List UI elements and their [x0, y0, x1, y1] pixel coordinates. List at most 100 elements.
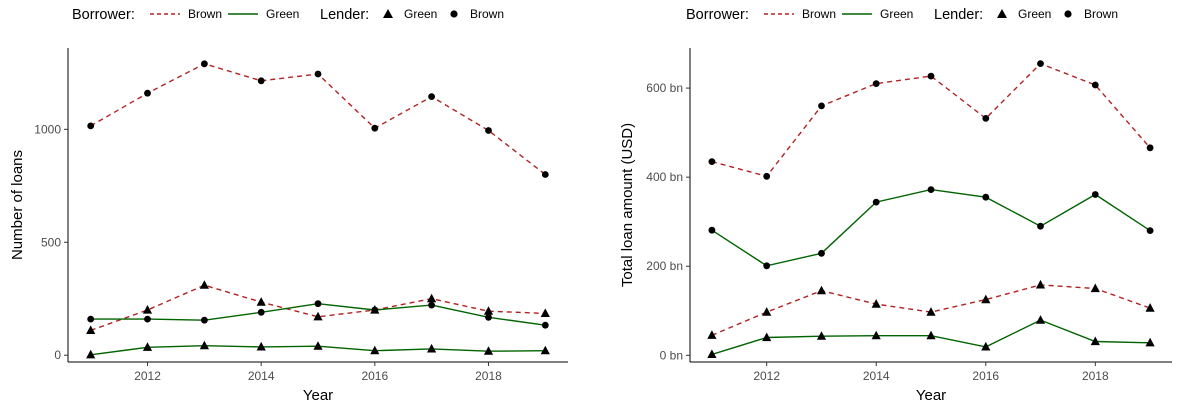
data-point-circle — [1037, 222, 1044, 230]
data-point-circle — [708, 226, 716, 234]
x-tick-label: 2016 — [972, 369, 999, 383]
data-point-triangle — [816, 285, 827, 295]
data-point-circle — [1037, 60, 1044, 67]
y-axis-title: Total loan amount (USD) — [619, 123, 636, 287]
panel-1: 0 500 1000 2012 2014 2016 2018 Year Number of lo… — [9, 48, 568, 404]
data-point-triangle — [427, 293, 437, 303]
y-tick-label: 0 — [54, 348, 61, 362]
data-point-circle — [982, 115, 990, 122]
data-point-circle — [872, 198, 880, 206]
data-point-triangle — [1145, 337, 1155, 347]
data-point-triangle — [427, 343, 437, 353]
data-point-circle — [428, 93, 435, 100]
legend-circle-icon — [450, 10, 458, 18]
data-point-triangle — [199, 340, 209, 350]
legend-borrower-title: Borrower: — [686, 7, 749, 23]
data-point-circle — [818, 249, 825, 257]
y-tick-label: 0 bn — [660, 348, 683, 362]
data-point-circle — [87, 315, 95, 323]
y-tick-label: 400 bn — [646, 170, 683, 184]
data-point-circle — [1146, 144, 1154, 152]
data-point-triangle — [1090, 283, 1100, 293]
legend-2: Borrower: Brown Green Lender: Green Brown — [686, 7, 1118, 23]
data-point-triangle — [762, 307, 772, 316]
data-point-circle — [257, 77, 265, 85]
data-point-circle — [144, 315, 151, 323]
data-point-triangle — [86, 349, 96, 359]
panel-2: 0 bn 200 bn 400 bn 600 bn 2012 2014 2016 2018 Ye… — [619, 48, 1172, 404]
legend-borrower-title: Borrower: — [72, 7, 135, 23]
data-point-circle — [541, 321, 549, 329]
data-point-triangle — [1035, 315, 1046, 324]
data-point-circle — [87, 122, 95, 130]
y-tick-label: 200 bn — [646, 259, 683, 273]
data-point-triangle — [256, 297, 266, 306]
data-point-circle — [1091, 81, 1099, 89]
data-point-circle — [144, 89, 151, 97]
data-point-triangle — [86, 325, 96, 334]
data-point-circle — [927, 72, 935, 80]
series-line-brown-borrower-brown-lender — [90, 63, 546, 176]
data-point-triangle — [1090, 336, 1100, 346]
data-point-triangle — [483, 306, 494, 315]
data-point-circle — [708, 158, 716, 166]
data-point-circle — [314, 300, 322, 308]
data-point-triangle — [370, 345, 380, 355]
y-tick-label: 1000 — [34, 122, 61, 136]
data-point-triangle — [816, 331, 827, 340]
legend-borrower-green-label: Green — [266, 7, 299, 21]
data-point-triangle — [981, 341, 991, 351]
y-tick-label: 600 bn — [646, 81, 683, 95]
data-point-triangle — [540, 308, 550, 317]
x-tick-label: 2012 — [134, 369, 161, 383]
y-axis-title: Number of loans — [9, 150, 26, 260]
x-tick-label: 2012 — [753, 369, 780, 383]
legend-1: Borrower: Brown Green Lender: Green Brown — [72, 7, 504, 23]
legend-lender-green-label: Green — [404, 7, 437, 21]
legend-lender-green-label: Green — [1018, 7, 1051, 21]
data-point-triangle — [926, 307, 936, 316]
legend-borrower-green-label: Green — [880, 7, 913, 21]
data-point-triangle — [871, 299, 881, 308]
series-line-brown-borrower-green-lender — [90, 284, 546, 332]
data-point-triangle — [199, 280, 209, 289]
data-point-circle — [1146, 227, 1154, 235]
data-point-triangle — [142, 342, 153, 351]
data-point-triangle — [871, 330, 881, 340]
data-point-triangle — [981, 294, 991, 304]
x-tick-label: 2014 — [863, 369, 890, 383]
legend-lender-title: Lender: — [320, 7, 369, 23]
data-point-triangle — [313, 311, 323, 321]
legend-triangle-icon — [997, 9, 1007, 18]
legend-lender-brown-label: Brown — [1084, 7, 1118, 21]
x-tick-label: 2016 — [361, 369, 388, 383]
data-point-triangle — [313, 341, 323, 350]
x-tick-label: 2018 — [475, 369, 502, 383]
data-point-circle — [314, 70, 322, 78]
data-point-circle — [982, 193, 990, 201]
data-point-circle — [763, 262, 771, 270]
series-line-green-borrower-brown-lender — [711, 188, 1151, 267]
data-point-circle — [541, 171, 549, 178]
data-point-circle — [257, 308, 265, 316]
legend-lender-brown-label: Brown — [470, 7, 504, 21]
data-point-triangle — [540, 345, 550, 355]
series-line-brown-borrower-brown-lender — [711, 62, 1151, 178]
legend-circle-icon — [1064, 10, 1072, 18]
data-point-circle — [371, 306, 379, 314]
data-point-triangle — [1145, 303, 1155, 312]
data-point-circle — [485, 313, 492, 321]
series-line-brown-borrower-green-lender — [711, 284, 1151, 336]
data-point-circle — [201, 316, 208, 324]
data-point-triangle — [256, 341, 266, 351]
data-point-triangle — [707, 349, 717, 358]
data-point-circle — [428, 301, 435, 309]
legend-borrower-brown-label: Brown — [188, 7, 222, 21]
data-point-triangle — [707, 330, 717, 339]
data-point-circle — [371, 124, 379, 132]
y-tick-label: 500 — [41, 235, 61, 249]
data-point-circle — [818, 102, 825, 110]
legend-borrower-brown-label: Brown — [802, 7, 836, 21]
data-point-circle — [1091, 191, 1099, 198]
